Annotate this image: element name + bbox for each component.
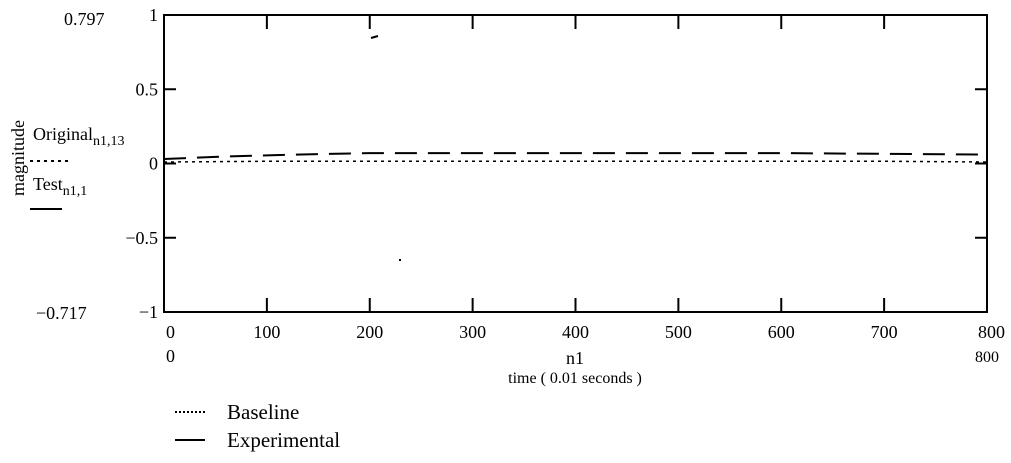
- x-tick-label: 300: [459, 322, 486, 342]
- series-group: [163, 152, 988, 163]
- x-tick-label: 100: [253, 322, 280, 342]
- legend-swatch-experimental: [175, 439, 205, 441]
- legend-label-baseline: Baseline: [227, 400, 300, 424]
- y-range-label-top: 0.797: [64, 9, 105, 29]
- labels-group: 0 100 200 300 400 500 600 700 800 −1 −0.5 0 0.5 1: [125, 5, 1005, 342]
- series-line-baseline: [163, 160, 988, 163]
- x-tick-label: 400: [562, 322, 589, 342]
- x-tick-label: 0: [166, 322, 175, 342]
- y-tick-label: 0.5: [136, 79, 159, 99]
- expr-label-original: Originaln1,13: [33, 124, 125, 149]
- ticks: [164, 15, 987, 312]
- x-tick-label: 800: [978, 322, 1005, 342]
- scan-artifact-mark: [370, 35, 379, 39]
- y-tick-label: 0: [149, 154, 158, 174]
- expr-label-test: Testn1,1: [33, 174, 87, 199]
- legend-entry-baseline: Baseline: [175, 398, 340, 426]
- x-range-label-left: 0: [166, 346, 175, 366]
- x-range-label-right: 800: [975, 349, 999, 366]
- scan-artifact-dot: [399, 259, 401, 261]
- x-axis-variable: n1: [566, 348, 584, 368]
- y-tick-label: −1: [139, 302, 158, 322]
- legend-entry-experimental: Experimental: [175, 426, 340, 454]
- x-tick-label: 700: [871, 322, 898, 342]
- legend-label-experimental: Experimental: [227, 428, 341, 452]
- legend-swatch-baseline: [175, 411, 205, 413]
- y-tick-label: 1: [149, 5, 158, 25]
- series-line-experimental: [163, 152, 988, 161]
- y-range-label-bottom: −0.717: [36, 303, 87, 323]
- y-tick-label: −0.5: [125, 228, 158, 248]
- legend: Baseline Experimental: [175, 398, 340, 454]
- x-tick-label: 500: [665, 322, 692, 342]
- x-axis-label: time ( 0.01 seconds ): [508, 370, 642, 387]
- y-axis-label: magnitude: [8, 120, 28, 196]
- x-tick-label: 600: [768, 322, 795, 342]
- plot-frame: [163, 14, 988, 313]
- x-tick-label: 200: [356, 322, 383, 342]
